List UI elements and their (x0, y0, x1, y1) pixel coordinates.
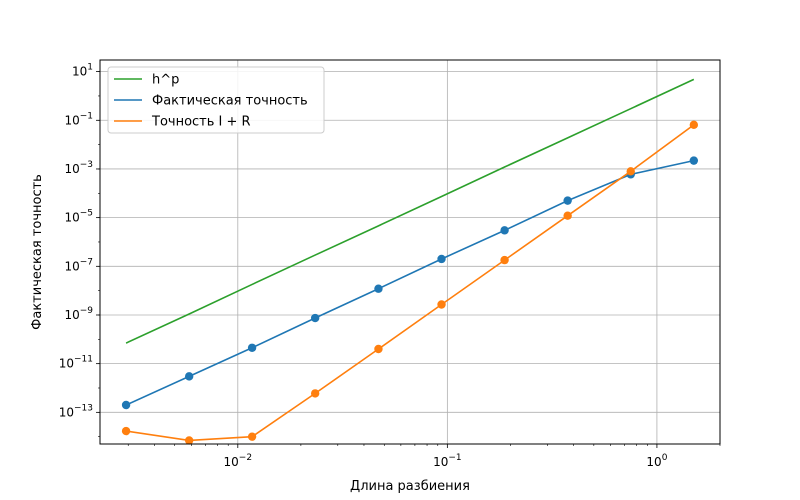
data-point (247, 343, 257, 352)
legend-box (107, 66, 325, 134)
series-line (125, 78, 695, 344)
grid (100, 60, 720, 444)
legend-label: Фактическая точность (152, 94, 308, 109)
y-axis-label: Фактическая точность (30, 174, 45, 330)
data-point (184, 436, 194, 445)
data-point (626, 167, 635, 176)
legend-item: h^p (114, 73, 179, 88)
data-point (374, 344, 383, 354)
legend-label: Точность I + R (151, 115, 251, 130)
legend-item: Точность I + R (114, 115, 251, 130)
series-area (121, 78, 699, 445)
series-3 (121, 120, 699, 445)
y-tick-label: 10−7 (64, 257, 93, 273)
plot-area-frame (99, 59, 721, 445)
data-point (500, 255, 509, 265)
data-point (184, 372, 194, 381)
legend-item: Фактическая точность (114, 94, 308, 109)
x-tick-label: 10−2 (224, 453, 253, 469)
data-point (121, 426, 131, 436)
y-tick-label: 10−9 (64, 306, 93, 322)
legend-label: h^p (152, 73, 179, 88)
y-tick-label: 10−13 (59, 403, 93, 419)
data-point (437, 300, 446, 309)
data-point (689, 120, 699, 130)
y-tick-label: 10−1 (64, 111, 93, 127)
axis-ticks: 10−2 10−1 100 101 10−1 10−3 10−5 10−7 10−9 10−11 1… (59, 63, 721, 469)
data-point (247, 432, 257, 441)
series-line (125, 159, 694, 406)
data-point (689, 156, 699, 165)
data-point (500, 226, 509, 235)
x-tick-label: 10−1 (433, 453, 462, 469)
data-point (310, 313, 320, 323)
y-tick-label: 10−11 (59, 355, 93, 371)
legend: h^p Фактическая точность Точность I + R (107, 66, 325, 134)
y-tick-label: 10−3 (64, 160, 93, 176)
data-point (310, 389, 320, 398)
data-point (563, 196, 572, 205)
data-point (437, 254, 446, 264)
data-point (121, 400, 131, 410)
x-axis-label: Длина разбиения (350, 479, 470, 494)
series-1 (125, 78, 695, 344)
y-tick-label: 10−5 (64, 209, 93, 225)
series-line (125, 124, 695, 442)
series-2 (121, 156, 699, 410)
data-point (563, 211, 572, 220)
y-tick-label: 101 (72, 63, 93, 79)
data-point (374, 284, 383, 293)
x-tick-label: 100 (646, 453, 667, 469)
